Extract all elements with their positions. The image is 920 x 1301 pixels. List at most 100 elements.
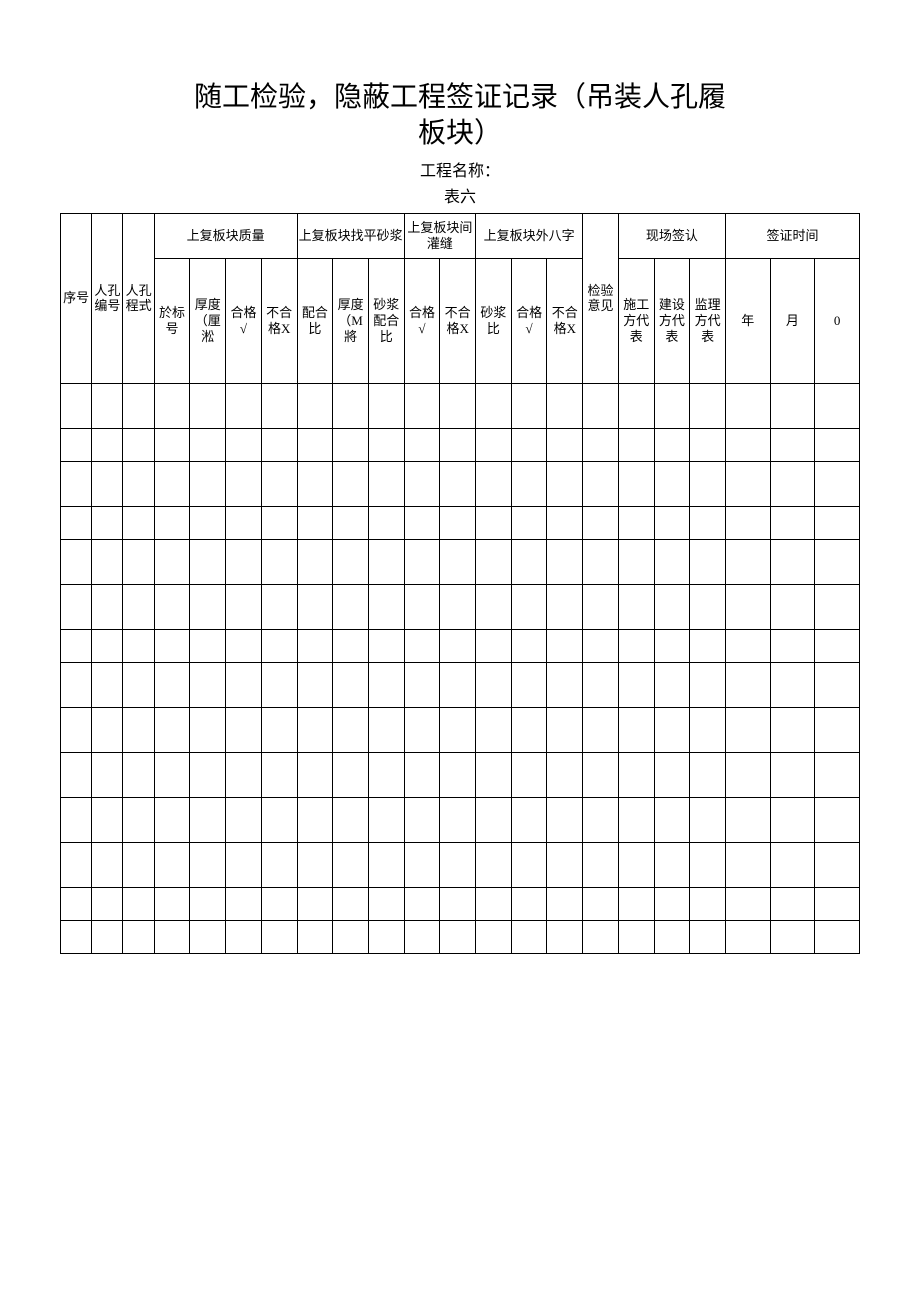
table-cell [815, 629, 860, 662]
table-cell [261, 461, 297, 506]
table-cell [190, 920, 226, 953]
table-cell [511, 662, 547, 707]
col-date: 签证时间 [725, 213, 859, 258]
table-cell [297, 842, 333, 887]
table-cell [690, 383, 726, 428]
col-thickness-m: 厚度（M將 [333, 258, 369, 383]
table-cell [476, 797, 512, 842]
table-cell [333, 629, 369, 662]
table-cell [654, 752, 690, 797]
table-cell [368, 383, 404, 428]
table-cell [368, 797, 404, 842]
table-cell [654, 506, 690, 539]
table-cell [297, 707, 333, 752]
table-cell [547, 887, 583, 920]
table-cell [815, 887, 860, 920]
table-cell [297, 797, 333, 842]
table-cell [547, 707, 583, 752]
table-cell [333, 842, 369, 887]
table-cell [333, 887, 369, 920]
table-cell [226, 707, 262, 752]
table-cell [815, 707, 860, 752]
table-row [61, 752, 860, 797]
table-cell [123, 629, 154, 662]
table-cell [404, 428, 440, 461]
table-cell [226, 428, 262, 461]
table-cell [476, 662, 512, 707]
table-cell [654, 920, 690, 953]
col-fail2: 不合格X [440, 258, 476, 383]
table-cell [404, 920, 440, 953]
table-cell [725, 539, 770, 584]
table-cell [333, 752, 369, 797]
table-cell [92, 662, 123, 707]
project-name-label: 工程名称： [60, 157, 860, 181]
table-cell [226, 662, 262, 707]
table-cell [476, 887, 512, 920]
table-cell [690, 506, 726, 539]
table-cell [61, 584, 92, 629]
table-cell [404, 842, 440, 887]
table-cell [404, 506, 440, 539]
table-cell [61, 662, 92, 707]
table-cell [368, 461, 404, 506]
table-cell [92, 461, 123, 506]
table-cell [770, 461, 815, 506]
table-cell [690, 428, 726, 461]
table-cell [618, 383, 654, 428]
table-cell [725, 584, 770, 629]
table-cell [154, 920, 190, 953]
col-signoff: 现场签认 [618, 213, 725, 258]
table-cell [511, 842, 547, 887]
col-pass3: 合格√ [511, 258, 547, 383]
table-cell [61, 752, 92, 797]
col-fail1: 不合格X [261, 258, 297, 383]
table-cell [770, 797, 815, 842]
table-cell [190, 662, 226, 707]
table-cell [440, 428, 476, 461]
table-cell [92, 842, 123, 887]
table-cell [547, 428, 583, 461]
table-cell [226, 887, 262, 920]
col-fail3: 不合格X [547, 258, 583, 383]
table-cell [404, 584, 440, 629]
table-cell [440, 539, 476, 584]
table-row [61, 383, 860, 428]
table-cell [261, 428, 297, 461]
table-cell [92, 539, 123, 584]
table-cell [770, 428, 815, 461]
table-cell [547, 842, 583, 887]
table-cell [654, 461, 690, 506]
table-cell [654, 539, 690, 584]
table-cell [261, 629, 297, 662]
table-cell [511, 920, 547, 953]
table-cell [476, 383, 512, 428]
table-cell [476, 752, 512, 797]
table-cell [618, 887, 654, 920]
table-cell [725, 797, 770, 842]
table-cell [61, 461, 92, 506]
table-cell [261, 842, 297, 887]
title-line1: 随工检验，隐蔽工程签证记录（吊装人孔履 [194, 82, 726, 113]
table-cell [333, 584, 369, 629]
table-cell [476, 842, 512, 887]
table-row [61, 461, 860, 506]
table-cell [226, 842, 262, 887]
col-month: 月 [770, 258, 815, 383]
table-cell [123, 539, 154, 584]
table-cell [368, 662, 404, 707]
table-cell [92, 506, 123, 539]
table-cell [123, 461, 154, 506]
table-cell [583, 428, 619, 461]
table-cell [92, 629, 123, 662]
table-cell [440, 707, 476, 752]
table-cell [690, 797, 726, 842]
table-cell [404, 662, 440, 707]
table-row [61, 584, 860, 629]
table-cell [440, 920, 476, 953]
table-cell [725, 506, 770, 539]
table-cell [333, 920, 369, 953]
table-cell [725, 428, 770, 461]
table-cell [770, 842, 815, 887]
table-cell [297, 506, 333, 539]
